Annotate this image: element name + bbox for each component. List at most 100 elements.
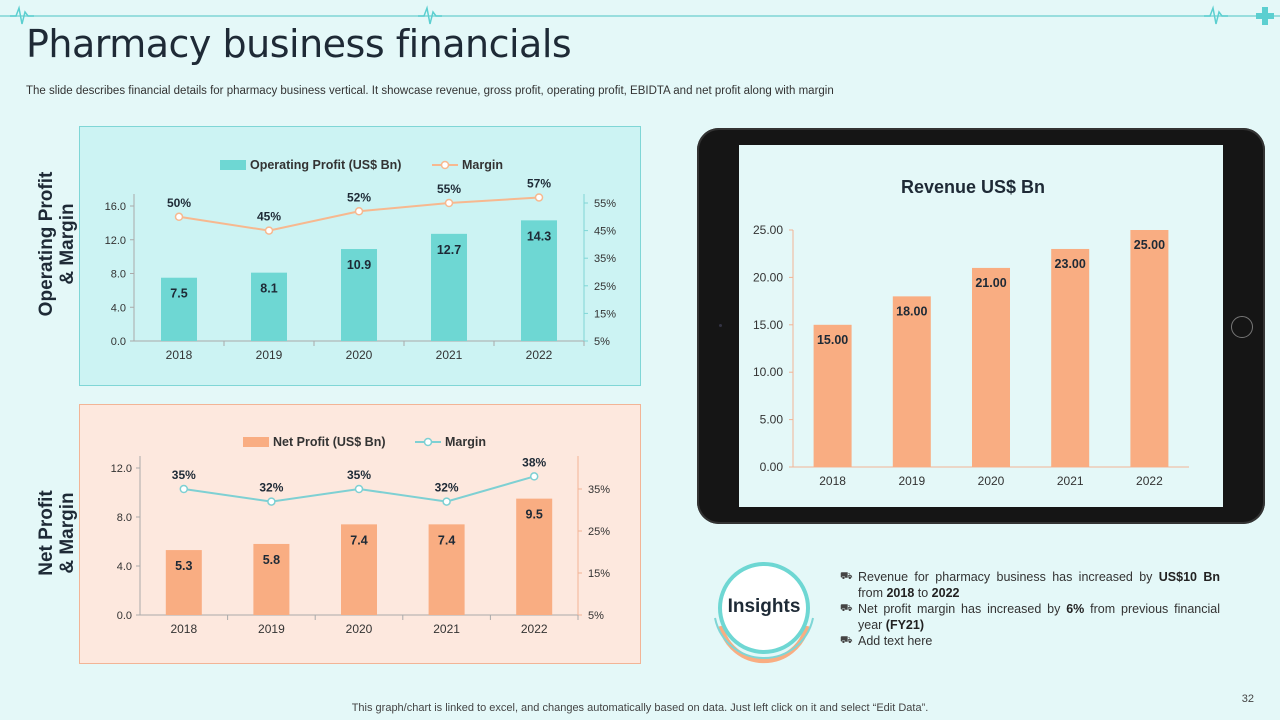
bar <box>431 233 467 341</box>
x-tick-label: 2022 <box>526 348 553 362</box>
legend-line-label: Margin <box>462 158 503 172</box>
y-tick-label: 15.00 <box>753 318 783 332</box>
x-tick-label: 2020 <box>346 348 373 362</box>
margin-point <box>534 193 544 202</box>
bar-data-label: 8.1 <box>260 282 277 296</box>
bar-data-label: 21.00 <box>975 276 1006 290</box>
tablet-screen: Revenue US$ Bn 0.00 5.00 10.00 15.00 20.00 25.… <box>739 145 1223 507</box>
margin-data-label: 45% <box>257 210 281 224</box>
margin-point <box>264 226 274 235</box>
insights-circle-graphic <box>714 562 814 664</box>
bar-data-label: 7.4 <box>350 533 367 547</box>
page-subtitle: The slide describes financial details fo… <box>26 85 834 97</box>
bar <box>1130 230 1169 467</box>
bar-data-label: 9.5 <box>526 508 543 522</box>
bar <box>892 296 931 467</box>
bar-data-label: 5.3 <box>175 559 192 573</box>
operating-profit-panel: 0.0 4.0 8.0 12.0 16.0 5% 15% 25% 35% 45% 55% 2018 20… <box>79 126 641 386</box>
revenue-chart-title: Revenue US$ Bn <box>901 177 1045 197</box>
x-tick-label: 2018 <box>166 348 193 362</box>
bar-data-label: 14.3 <box>527 229 551 243</box>
header-decoration <box>0 5 1280 25</box>
truck-icon: ⛟ <box>840 571 853 582</box>
margin-data-label: 57% <box>527 176 551 190</box>
bar <box>1051 248 1090 467</box>
insights-list: ⛟ Revenue for pharmacy business has incre… <box>840 569 1220 649</box>
x-tick-label: 2019 <box>898 474 925 488</box>
margin-point <box>354 484 364 494</box>
y2-tick-label: 35% <box>594 253 616 265</box>
margin-point <box>444 198 454 208</box>
x-tick-label: 2019 <box>256 348 283 362</box>
bar-data-label: 25.00 <box>1134 238 1165 252</box>
y-tick-label: 16.0 <box>105 201 126 213</box>
page-number: 32 <box>1241 693 1254 705</box>
x-tick-label: 2020 <box>346 622 373 636</box>
legend-bar-swatch <box>243 437 269 447</box>
y-tick-label: 12.0 <box>105 235 126 247</box>
x-tick-label: 2018 <box>170 622 197 636</box>
np-side-label: Net Profit & Margin <box>36 490 78 576</box>
y-tick-label: 20.00 <box>753 270 783 284</box>
margin-point <box>179 484 189 494</box>
truck-icon: ⛟ <box>840 603 853 614</box>
net-profit-chart[interactable]: 0.0 4.0 8.0 12.0 5% 15% 25% 35% 2018 2019 2020 2021… <box>80 405 640 663</box>
legend-bar-swatch <box>220 160 246 170</box>
tablet-home-button-icon <box>1231 316 1253 338</box>
y2-tick-label: 15% <box>594 308 616 320</box>
y2-tick-label: 45% <box>594 226 616 238</box>
y-tick-label: 0.0 <box>117 610 132 622</box>
margin-data-label: 55% <box>437 182 461 196</box>
margin-point <box>354 207 364 216</box>
op-side-label: Operating Profit & Margin <box>36 171 78 317</box>
y-tick-label: 8.0 <box>117 512 132 524</box>
bar-data-label: 23.00 <box>1055 257 1086 271</box>
tablet-camera-icon <box>719 324 722 327</box>
y-tick-label: 5.00 <box>760 413 784 427</box>
legend-bar-label: Operating Profit (US$ Bn) <box>250 158 401 172</box>
margin-data-label: 52% <box>347 190 371 204</box>
x-tick-label: 2022 <box>521 622 548 636</box>
net-profit-panel: 0.0 4.0 8.0 12.0 5% 15% 25% 35% 2018 2019 2020 2021… <box>79 404 641 664</box>
insight-item: ⛟ Revenue for pharmacy business has incre… <box>840 570 1220 600</box>
operating-profit-chart[interactable]: 0.0 4.0 8.0 12.0 16.0 5% 15% 25% 35% 45% 55% 2018 20… <box>80 127 640 385</box>
bar <box>165 550 202 615</box>
insight-item: ⛟ Net profit margin has increased by 6% f… <box>840 602 1221 632</box>
y-tick-label: 8.0 <box>111 269 126 281</box>
bar <box>428 524 465 615</box>
bar <box>516 498 553 615</box>
y-tick-label: 0.00 <box>760 460 784 474</box>
margin-data-label: 50% <box>167 196 191 210</box>
legend-line-label: Margin <box>445 435 486 449</box>
y-tick-label: 25.00 <box>753 223 783 237</box>
margin-point <box>442 497 451 506</box>
x-tick-label: 2022 <box>1136 474 1163 488</box>
margin-point <box>529 472 539 481</box>
bar <box>813 324 852 467</box>
y-tick-label: 0.0 <box>111 336 126 348</box>
insights-label: Insights <box>727 596 801 617</box>
bar-data-label: 15.00 <box>817 333 848 347</box>
x-tick-label: 2021 <box>1057 474 1084 488</box>
plus-icon <box>1256 7 1274 25</box>
bar-data-label: 7.5 <box>170 287 187 301</box>
legend-line-marker <box>423 437 433 447</box>
y-tick-label: 4.0 <box>117 561 132 573</box>
x-tick-label: 2021 <box>433 622 460 636</box>
y-tick-label: 4.0 <box>111 302 126 314</box>
y2-tick-label: 5% <box>594 336 610 348</box>
margin-data-label: 35% <box>347 468 371 482</box>
revenue-chart[interactable]: Revenue US$ Bn 0.00 5.00 10.00 15.00 20.00 25.… <box>739 145 1223 507</box>
bar <box>972 267 1010 467</box>
bar-data-label: 10.9 <box>347 258 371 272</box>
y2-tick-label: 25% <box>588 526 610 538</box>
insight-item[interactable]: ⛟ Add text here <box>840 634 933 648</box>
x-tick-label: 2019 <box>258 622 285 636</box>
y2-tick-label: 55% <box>594 198 616 210</box>
bar <box>251 272 287 341</box>
y2-tick-label: 35% <box>588 484 610 496</box>
x-tick-label: 2018 <box>819 474 846 488</box>
x-tick-label: 2021 <box>436 348 463 362</box>
bar-data-label: 12.7 <box>437 243 461 257</box>
bar-data-label: 7.4 <box>438 533 455 547</box>
